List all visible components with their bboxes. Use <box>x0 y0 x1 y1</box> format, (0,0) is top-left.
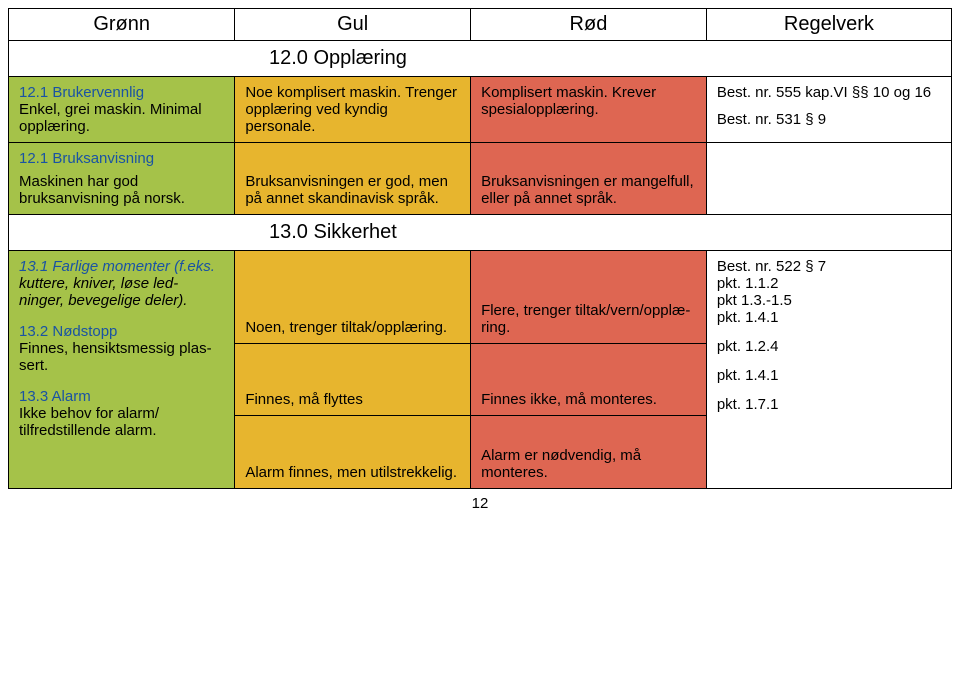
section-13-title: 13.0 Sikkerhet <box>269 221 397 243</box>
page-number: 12 <box>8 489 952 512</box>
cell-13-yellow: Noen, trenger tiltak/opplæring. Finnes, … <box>235 251 471 489</box>
label-13-2-title: 13.2 Nødstopp <box>19 323 117 340</box>
header-red: Rød <box>471 9 707 41</box>
reg-13-l2: pkt. 1.1.2 <box>717 275 941 292</box>
label-13-3-r: Alarm er nødvendig, må monteres. <box>481 447 696 481</box>
section-13-title-row: 13.0 Sikkerhet <box>9 215 952 251</box>
section-12-title-row: 12.0 Opplæring <box>9 41 952 77</box>
assessment-table: Grønn Gul Rød Regelverk 12.0 Opplæring 1… <box>8 8 952 489</box>
reg-12-1-a: Best. nr. 555 kap.VI §§ 10 og 16 <box>717 84 941 101</box>
label-13-2-body: Finnes, hensiktsmessig plas­sert. <box>19 340 212 374</box>
cell-13-green: 13.1 Farlige momenter (f.eks. kuttere, k… <box>9 251 235 489</box>
reg-13-l3: pkt 1.3.-1.5 <box>717 292 941 309</box>
row-12-1: 12.1 Brukervennlig Enkel, grei maskin. M… <box>9 77 952 143</box>
label-13-2-y: Finnes, må flyttes <box>245 391 363 408</box>
label-13-1-r: Flere, trenger tiltak/vern/opplæ­ring. <box>481 302 696 336</box>
cell-12-1b-yellow: Bruksanvisningen er god, men på annet sk… <box>235 143 471 215</box>
section-12-title: 12.0 Opplæring <box>269 47 407 69</box>
cell-12-1-reg: Best. nr. 555 kap.VI §§ 10 og 16 Best. n… <box>706 77 951 143</box>
header-regelverk: Regelverk <box>706 9 951 41</box>
label-12-1-title: 12.1 Brukervennlig <box>19 84 224 101</box>
header-green: Grønn <box>9 9 235 41</box>
cell-12-1b-red: Bruksanvisningen er mangel­full, eller p… <box>471 143 707 215</box>
label-12-1-body: Enkel, grei maskin. Minimal opplæring. <box>19 101 224 135</box>
label-13-1-title: 13.1 Farlige momenter (f.eks. <box>19 258 215 275</box>
label-12-1b-body: Maskinen har god bruksanvisning på norsk… <box>19 173 224 207</box>
cell-12-1-red: Komplisert maskin. Krever spesialopplæri… <box>471 77 707 143</box>
cell-12-1b-reg <box>706 143 951 215</box>
row-12-1b: 12.1 Bruksanvisning Maskinen har god bru… <box>9 143 952 215</box>
row-13: 13.1 Farlige momenter (f.eks. kuttere, k… <box>9 251 952 489</box>
reg-13-l4: pkt. 1.4.1 <box>717 309 941 326</box>
reg-13-l5: pkt. 1.2.4 <box>717 338 941 355</box>
header-yellow: Gul <box>235 9 471 41</box>
reg-12-1-b: Best. nr. 531 § 9 <box>717 111 941 128</box>
cell-12-1b-green: 12.1 Bruksanvisning Maskinen har god bru… <box>9 143 235 215</box>
cell-12-1-green: 12.1 Brukervennlig Enkel, grei maskin. M… <box>9 77 235 143</box>
label-13-1-y: Noen, trenger tiltak/opplæring. <box>245 319 447 336</box>
header-row: Grønn Gul Rød Regelverk <box>9 9 952 41</box>
reg-13-l1: Best. nr. 522 § 7 <box>717 258 941 275</box>
cell-13-red: Flere, trenger tiltak/vern/opplæ­ring. F… <box>471 251 707 489</box>
cell-13-reg: Best. nr. 522 § 7 pkt. 1.1.2 pkt 1.3.-1.… <box>706 251 951 489</box>
reg-13-l6: pkt. 1.4.1 <box>717 367 941 384</box>
label-13-3-title: 13.3 Alarm <box>19 388 91 405</box>
reg-13-l7: pkt. 1.7.1 <box>717 396 941 413</box>
cell-12-1-yellow: Noe komplisert maskin. Trenger opplæring… <box>235 77 471 143</box>
label-13-3-y: Alarm finnes, men utilstrekkelig. <box>245 464 457 481</box>
label-13-2-r: Finnes ikke, må monteres. <box>481 391 657 408</box>
label-12-1b-title: 12.1 Bruksanvisning <box>19 150 224 167</box>
label-13-3-body: Ikke behov for alarm/ tilfredstillende a… <box>19 405 159 439</box>
label-13-1-body: kuttere, kniver, løse led- ninger, beveg… <box>19 275 220 309</box>
